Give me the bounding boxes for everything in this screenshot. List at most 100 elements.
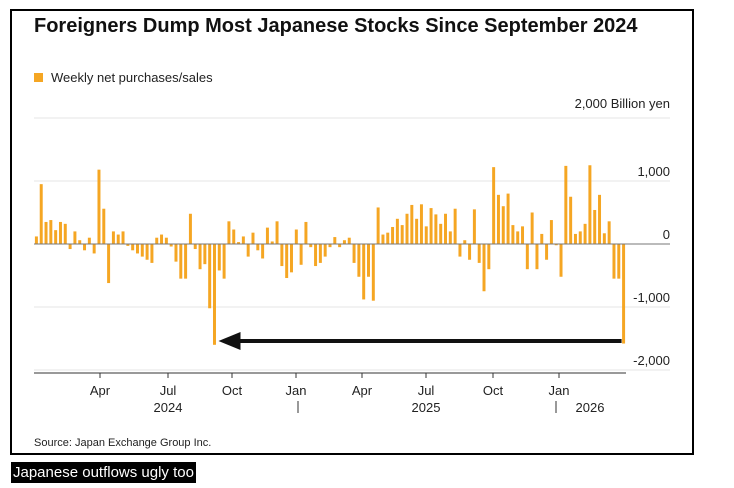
bar xyxy=(44,221,48,244)
bar xyxy=(222,244,226,279)
bar xyxy=(198,244,202,270)
bar xyxy=(121,231,125,244)
y-tick-label: 0 xyxy=(663,227,670,242)
bar xyxy=(535,244,539,270)
arrow-annotation xyxy=(218,332,622,350)
bar xyxy=(107,244,111,284)
legend-label: Weekly net purchases/sales xyxy=(51,70,213,85)
bar xyxy=(400,225,404,244)
bar xyxy=(140,244,144,257)
bar xyxy=(294,229,298,244)
gridlines xyxy=(34,117,670,371)
bar xyxy=(492,167,496,244)
x-tick-label: Jan xyxy=(549,383,570,398)
x-tick-label: Jul xyxy=(160,383,177,398)
bar xyxy=(602,233,606,244)
bar xyxy=(448,231,452,244)
arrow-head xyxy=(218,332,241,350)
source-note: Source: Japan Exchange Group Inc. xyxy=(34,437,212,449)
bar xyxy=(468,244,472,260)
x-year-label: 2025 xyxy=(412,400,441,415)
bar xyxy=(540,233,544,244)
bar xyxy=(323,244,327,257)
x-year-label: 2024 xyxy=(154,400,183,415)
bar xyxy=(545,244,549,260)
bar xyxy=(559,244,563,277)
bar xyxy=(496,194,500,244)
bar xyxy=(338,244,342,248)
y-tick-label: -2,000 xyxy=(633,353,670,368)
bar xyxy=(261,244,265,259)
bars xyxy=(34,165,626,345)
bar xyxy=(328,244,332,248)
x-tick-label: Jan xyxy=(286,383,307,398)
bar xyxy=(135,244,139,254)
bar xyxy=(583,223,587,244)
bar xyxy=(304,221,308,244)
bar xyxy=(208,244,212,309)
bar xyxy=(68,244,72,250)
bar xyxy=(376,207,380,244)
bar xyxy=(280,244,284,267)
bar xyxy=(87,237,91,244)
bar xyxy=(617,244,621,279)
bar xyxy=(487,244,491,270)
bar xyxy=(395,218,399,244)
chart-title: Foreigners Dump Most Japanese Stocks Sin… xyxy=(34,15,638,37)
bar xyxy=(58,221,62,244)
bar xyxy=(516,231,520,244)
bar xyxy=(424,226,428,244)
bar xyxy=(63,223,67,244)
bar xyxy=(39,184,43,244)
bar xyxy=(237,242,241,244)
bar xyxy=(92,244,96,254)
bar xyxy=(299,244,303,265)
bar xyxy=(612,244,616,279)
bar xyxy=(160,234,164,244)
y-unit-label: 2,000 Billion yen xyxy=(575,96,670,111)
bar xyxy=(227,221,231,244)
bar xyxy=(598,194,602,244)
bar xyxy=(145,244,149,260)
bar xyxy=(429,208,433,244)
bar xyxy=(150,244,154,263)
bar xyxy=(232,229,236,244)
bar xyxy=(78,240,82,244)
bar xyxy=(578,231,582,244)
bar xyxy=(391,226,395,244)
bar xyxy=(367,244,370,277)
legend-swatch xyxy=(34,73,43,82)
bar xyxy=(34,236,38,244)
bar xyxy=(415,218,419,244)
x-tick-label: Oct xyxy=(222,383,243,398)
bar xyxy=(213,244,216,345)
bar xyxy=(569,196,573,244)
x-tick-label: Oct xyxy=(483,383,504,398)
bar xyxy=(511,225,515,244)
bar xyxy=(506,193,510,244)
bar xyxy=(203,244,207,265)
bar xyxy=(588,165,592,244)
bar xyxy=(97,169,101,244)
bar xyxy=(453,208,457,244)
bar xyxy=(318,244,322,263)
bar xyxy=(564,165,568,244)
bar xyxy=(521,226,525,244)
bar xyxy=(622,244,626,344)
bar xyxy=(477,244,481,263)
bar xyxy=(217,244,221,271)
x-year-label: 2026 xyxy=(576,400,605,415)
bar xyxy=(472,209,476,244)
bar xyxy=(439,223,443,244)
bar xyxy=(357,244,361,277)
bar xyxy=(54,230,58,244)
bar xyxy=(463,240,467,244)
bar xyxy=(155,237,159,244)
bar xyxy=(179,244,183,279)
bar xyxy=(444,213,447,244)
bar xyxy=(126,244,130,246)
bar xyxy=(184,244,188,279)
bar xyxy=(290,244,293,273)
bar xyxy=(554,244,558,246)
legend: Weekly net purchases/sales xyxy=(34,70,213,85)
